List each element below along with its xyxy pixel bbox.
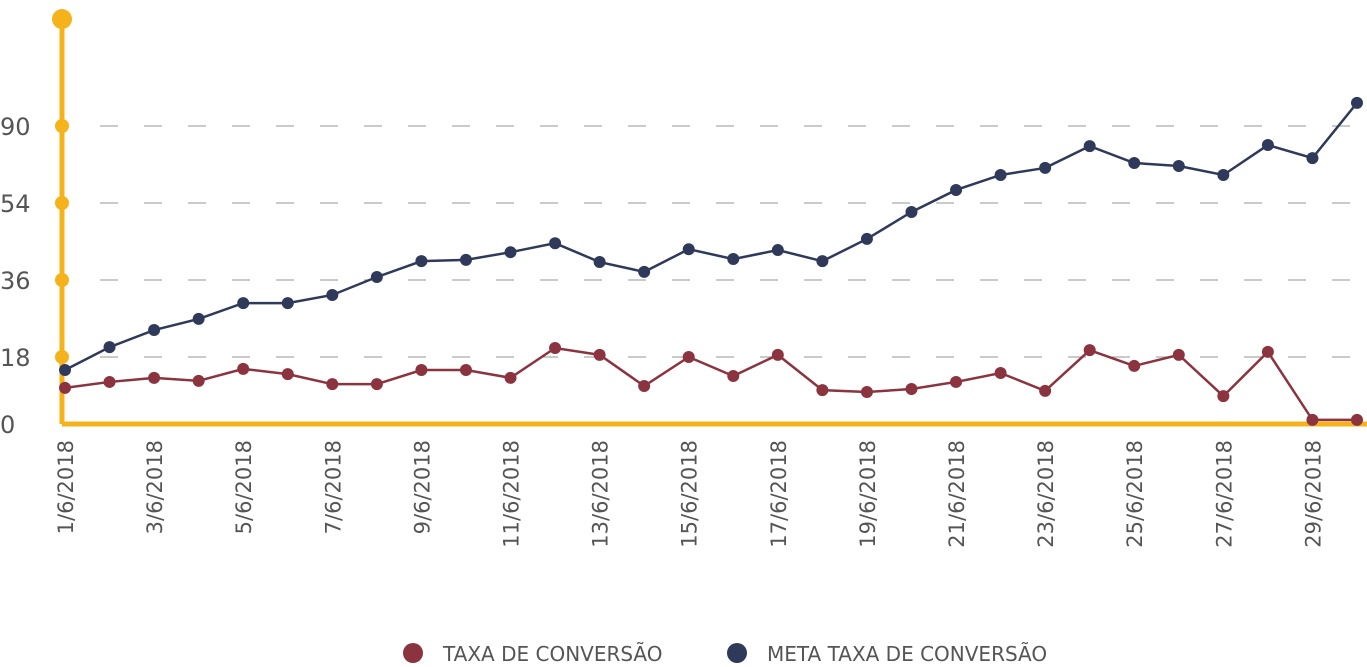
x-tick-label: 3/6/2018: [143, 440, 167, 534]
data-point: [860, 385, 873, 398]
data-point: [415, 255, 428, 268]
y-tick-mark: [55, 196, 69, 210]
data-point: [1083, 140, 1096, 153]
data-point: [860, 232, 873, 245]
data-point: [459, 253, 472, 266]
x-tick-label: 23/6/2018: [1034, 440, 1058, 548]
data-point: [994, 367, 1007, 380]
data-point: [682, 351, 695, 363]
data-point: [103, 375, 116, 388]
data-point: [459, 364, 472, 377]
x-tick-label: 17/6/2018: [767, 440, 791, 548]
data-point: [1306, 152, 1319, 165]
data-point: [549, 237, 562, 250]
data-point: [638, 380, 651, 393]
y-axis-end: [52, 9, 72, 30]
y-tick-mark: [55, 119, 69, 133]
data-point: [148, 371, 161, 384]
data-point: [1172, 348, 1185, 361]
data-point: [549, 342, 562, 355]
x-tick-label: 25/6/2018: [1123, 440, 1147, 548]
data-point: [1083, 344, 1096, 357]
x-tick-label: 11/6/2018: [500, 440, 524, 548]
data-point: [148, 324, 161, 337]
data-point: [59, 381, 71, 394]
data-point: [1261, 345, 1274, 358]
data-point: [504, 246, 517, 259]
data-point: [1217, 390, 1230, 403]
legend-swatch: [727, 643, 747, 663]
x-tick-label: 29/6/2018: [1301, 440, 1325, 548]
y-tick-label: 36: [0, 267, 31, 295]
data-point: [326, 288, 339, 301]
y-tick-mark: [55, 350, 69, 364]
data-point: [370, 271, 383, 284]
data-point: [504, 371, 517, 384]
data-point: [950, 183, 963, 196]
data-point: [1306, 413, 1319, 426]
data-point: [1128, 359, 1141, 372]
data-point: [281, 368, 294, 381]
data-point: [994, 168, 1007, 181]
data-point: [905, 383, 918, 396]
legend-label: META TAXA DE CONVERSÃO: [767, 642, 1047, 666]
data-point: [192, 312, 205, 325]
x-tick-label: 27/6/2018: [1212, 440, 1236, 548]
data-point: [682, 243, 695, 256]
data-point: [816, 255, 829, 268]
data-point: [237, 362, 250, 375]
data-point: [727, 369, 740, 382]
data-point: [1128, 157, 1141, 170]
y-tick-label: 54: [0, 190, 31, 218]
data-point: [103, 341, 116, 354]
x-tick-label: 1/6/2018: [54, 440, 78, 534]
data-point: [1261, 139, 1274, 152]
y-tick-label: 18: [0, 344, 31, 372]
data-point: [593, 348, 606, 361]
y-tick-mark: [55, 273, 69, 287]
x-tick-label: 9/6/2018: [410, 440, 434, 534]
y-tick-label: 0: [0, 411, 15, 439]
data-point: [281, 297, 294, 310]
x-tick-label: 15/6/2018: [678, 440, 702, 548]
x-tick-label: 13/6/2018: [589, 440, 613, 548]
data-point: [771, 244, 784, 257]
data-point: [370, 378, 383, 391]
data-point: [1351, 413, 1363, 426]
data-point: [1172, 159, 1185, 172]
legend-label: TAXA DE CONVERSÃO: [442, 642, 663, 666]
data-point: [326, 378, 339, 391]
data-point: [1039, 161, 1052, 174]
data-point: [771, 348, 784, 361]
data-point: [1039, 384, 1052, 397]
x-tick-label: 7/6/2018: [321, 440, 345, 534]
legend-swatch: [403, 643, 423, 663]
data-point: [905, 205, 918, 218]
data-point: [237, 297, 250, 310]
data-point: [1217, 168, 1230, 181]
data-point: [59, 364, 71, 377]
series-line: [64, 346, 1357, 422]
data-point: [1351, 96, 1363, 109]
data-point: [415, 364, 428, 377]
data-point: [727, 253, 740, 266]
data-point: [638, 265, 651, 278]
data-point: [816, 384, 829, 397]
x-tick-label: 21/6/2018: [945, 440, 969, 548]
series-line: [64, 102, 1358, 372]
y-tick-label: 90: [0, 113, 31, 141]
x-tick-label: 5/6/2018: [232, 440, 256, 534]
data-point: [950, 375, 963, 388]
data-point: [192, 374, 205, 387]
x-tick-label: 19/6/2018: [856, 440, 880, 548]
data-point: [593, 256, 606, 269]
